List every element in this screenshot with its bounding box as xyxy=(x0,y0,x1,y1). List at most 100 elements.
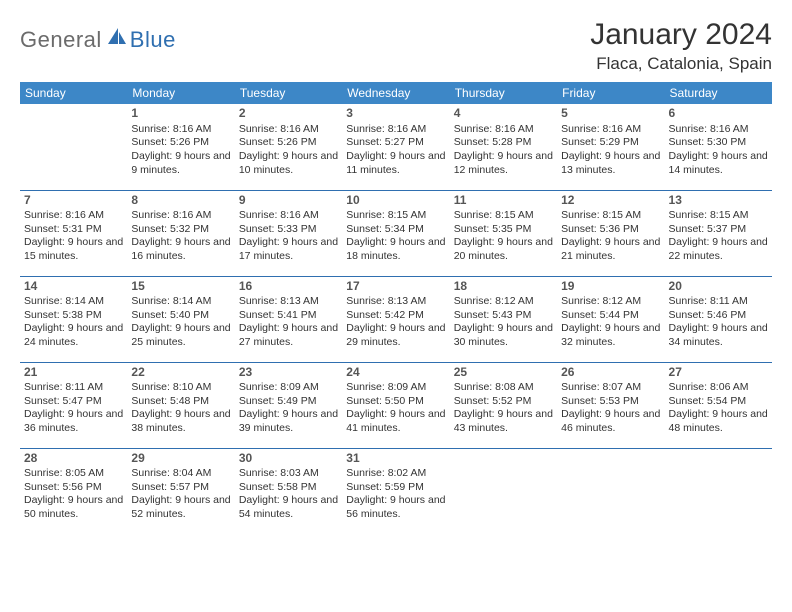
daylight-text: Daylight: 9 hours and 15 minutes. xyxy=(24,236,123,263)
col-tuesday: Tuesday xyxy=(235,82,342,104)
sunset-text: Sunset: 5:31 PM xyxy=(24,223,123,237)
sunrise-text: Sunrise: 8:15 AM xyxy=(454,209,553,223)
daylight-text: Daylight: 9 hours and 38 minutes. xyxy=(131,408,230,435)
calendar-day-cell: 19Sunrise: 8:12 AMSunset: 5:44 PMDayligh… xyxy=(557,276,664,362)
sunset-text: Sunset: 5:38 PM xyxy=(24,309,123,323)
page-title: January 2024 xyxy=(590,18,772,52)
calendar-day-cell: 3Sunrise: 8:16 AMSunset: 5:27 PMDaylight… xyxy=(342,104,449,190)
daylight-text: Daylight: 9 hours and 41 minutes. xyxy=(346,408,445,435)
sunset-text: Sunset: 5:44 PM xyxy=(561,309,660,323)
calendar-day-cell: 21Sunrise: 8:11 AMSunset: 5:47 PMDayligh… xyxy=(20,362,127,448)
sunrise-text: Sunrise: 8:04 AM xyxy=(131,467,230,481)
daylight-text: Daylight: 9 hours and 56 minutes. xyxy=(346,494,445,521)
day-number: 11 xyxy=(454,193,553,209)
location-text: Flaca, Catalonia, Spain xyxy=(590,54,772,74)
day-number: 16 xyxy=(239,279,338,295)
daylight-text: Daylight: 9 hours and 50 minutes. xyxy=(24,494,123,521)
day-number: 21 xyxy=(24,365,123,381)
title-block: January 2024 Flaca, Catalonia, Spain xyxy=(590,18,772,74)
day-number: 17 xyxy=(346,279,445,295)
logo-sail-icon xyxy=(106,26,128,53)
calendar-day-cell: 30Sunrise: 8:03 AMSunset: 5:58 PMDayligh… xyxy=(235,448,342,534)
sunrise-text: Sunrise: 8:11 AM xyxy=(24,381,123,395)
daylight-text: Daylight: 9 hours and 17 minutes. xyxy=(239,236,338,263)
calendar-day-cell: 25Sunrise: 8:08 AMSunset: 5:52 PMDayligh… xyxy=(450,362,557,448)
sunset-text: Sunset: 5:26 PM xyxy=(239,136,338,150)
sunset-text: Sunset: 5:59 PM xyxy=(346,481,445,495)
day-number: 30 xyxy=(239,451,338,467)
calendar-day-cell: 14Sunrise: 8:14 AMSunset: 5:38 PMDayligh… xyxy=(20,276,127,362)
sunset-text: Sunset: 5:27 PM xyxy=(346,136,445,150)
sunrise-text: Sunrise: 8:02 AM xyxy=(346,467,445,481)
calendar-day-cell: 23Sunrise: 8:09 AMSunset: 5:49 PMDayligh… xyxy=(235,362,342,448)
calendar-day-cell: 11Sunrise: 8:15 AMSunset: 5:35 PMDayligh… xyxy=(450,190,557,276)
sunset-text: Sunset: 5:42 PM xyxy=(346,309,445,323)
calendar-week-row: 1Sunrise: 8:16 AMSunset: 5:26 PMDaylight… xyxy=(20,104,772,190)
sunset-text: Sunset: 5:37 PM xyxy=(669,223,768,237)
sunrise-text: Sunrise: 8:09 AM xyxy=(346,381,445,395)
daylight-text: Daylight: 9 hours and 32 minutes. xyxy=(561,322,660,349)
day-number: 27 xyxy=(669,365,768,381)
calendar-day-cell: 12Sunrise: 8:15 AMSunset: 5:36 PMDayligh… xyxy=(557,190,664,276)
daylight-text: Daylight: 9 hours and 10 minutes. xyxy=(239,150,338,177)
sunrise-text: Sunrise: 8:09 AM xyxy=(239,381,338,395)
daylight-text: Daylight: 9 hours and 14 minutes. xyxy=(669,150,768,177)
sunrise-text: Sunrise: 8:16 AM xyxy=(131,209,230,223)
sunrise-text: Sunrise: 8:05 AM xyxy=(24,467,123,481)
daylight-text: Daylight: 9 hours and 22 minutes. xyxy=(669,236,768,263)
col-monday: Monday xyxy=(127,82,234,104)
sunrise-text: Sunrise: 8:16 AM xyxy=(24,209,123,223)
sunrise-text: Sunrise: 8:08 AM xyxy=(454,381,553,395)
sunrise-text: Sunrise: 8:10 AM xyxy=(131,381,230,395)
day-number: 20 xyxy=(669,279,768,295)
daylight-text: Daylight: 9 hours and 9 minutes. xyxy=(131,150,230,177)
day-number: 8 xyxy=(131,193,230,209)
sunset-text: Sunset: 5:48 PM xyxy=(131,395,230,409)
sunrise-text: Sunrise: 8:15 AM xyxy=(561,209,660,223)
sunset-text: Sunset: 5:36 PM xyxy=(561,223,660,237)
calendar-page: General Blue January 2024 Flaca, Catalon… xyxy=(0,0,792,534)
calendar-day-cell: 17Sunrise: 8:13 AMSunset: 5:42 PMDayligh… xyxy=(342,276,449,362)
sunset-text: Sunset: 5:41 PM xyxy=(239,309,338,323)
day-number: 22 xyxy=(131,365,230,381)
daylight-text: Daylight: 9 hours and 43 minutes. xyxy=(454,408,553,435)
day-number: 29 xyxy=(131,451,230,467)
calendar-week-row: 21Sunrise: 8:11 AMSunset: 5:47 PM Dayligh… xyxy=(20,362,772,448)
sunrise-text: Sunrise: 8:16 AM xyxy=(669,123,768,137)
sunrise-text: Sunrise: 8:16 AM xyxy=(239,209,338,223)
calendar-day-cell: 8Sunrise: 8:16 AMSunset: 5:32 PMDaylight… xyxy=(127,190,234,276)
day-number: 9 xyxy=(239,193,338,209)
calendar-day-cell: 18Sunrise: 8:12 AMSunset: 5:43 PMDayligh… xyxy=(450,276,557,362)
sunset-text: Sunset: 5:32 PM xyxy=(131,223,230,237)
day-number: 1 xyxy=(131,106,230,122)
daylight-text: Daylight: 9 hours and 29 minutes. xyxy=(346,322,445,349)
day-number: 24 xyxy=(346,365,445,381)
calendar-week-row: 28Sunrise: 8:05 AMSunset: 5:56 PMDayligh… xyxy=(20,448,772,534)
day-number: 2 xyxy=(239,106,338,122)
calendar-body: 1Sunrise: 8:16 AMSunset: 5:26 PMDaylight… xyxy=(20,104,772,534)
daylight-text: Daylight: 9 hours and 18 minutes. xyxy=(346,236,445,263)
calendar-day-cell: 31Sunrise: 8:02 AMSunset: 5:59 PMDayligh… xyxy=(342,448,449,534)
sunrise-text: Sunrise: 8:06 AM xyxy=(669,381,768,395)
sunrise-text: Sunrise: 8:16 AM xyxy=(131,123,230,137)
day-number: 28 xyxy=(24,451,123,467)
daylight-text: Daylight: 9 hours and 52 minutes. xyxy=(131,494,230,521)
sunset-text: Sunset: 5:40 PM xyxy=(131,309,230,323)
calendar-day-cell: 16Sunrise: 8:13 AMSunset: 5:41 PMDayligh… xyxy=(235,276,342,362)
calendar-day-cell: 15Sunrise: 8:14 AMSunset: 5:40 PMDayligh… xyxy=(127,276,234,362)
sunrise-text: Sunrise: 8:15 AM xyxy=(669,209,768,223)
sunset-text: Sunset: 5:47 PM xyxy=(24,395,123,409)
sunrise-text: Sunrise: 8:12 AM xyxy=(561,295,660,309)
daylight-text: Daylight: 9 hours and 11 minutes. xyxy=(346,150,445,177)
calendar-week-row: 14 Sunrise: 8:14 AM Sunset: 5:38 PM Dayligh… xyxy=(20,276,772,362)
sunrise-text: Sunrise: 8:14 AM xyxy=(131,295,230,309)
daylight-text: Daylight: 9 hours and 25 minutes. xyxy=(131,322,230,349)
sunset-text: Sunset: 5:54 PM xyxy=(669,395,768,409)
daylight-text: Daylight: 9 hours and 39 minutes. xyxy=(239,408,338,435)
calendar-day-cell xyxy=(20,104,127,190)
daylight-text: Daylight: 9 hours and 54 minutes. xyxy=(239,494,338,521)
sunset-text: Sunset: 5:50 PM xyxy=(346,395,445,409)
day-number: 14 xyxy=(24,279,123,295)
sunset-text: Sunset: 5:34 PM xyxy=(346,223,445,237)
calendar-week-row: 7Sunrise: 8:16 AMSunset: 5:31 PMDaylight… xyxy=(20,190,772,276)
